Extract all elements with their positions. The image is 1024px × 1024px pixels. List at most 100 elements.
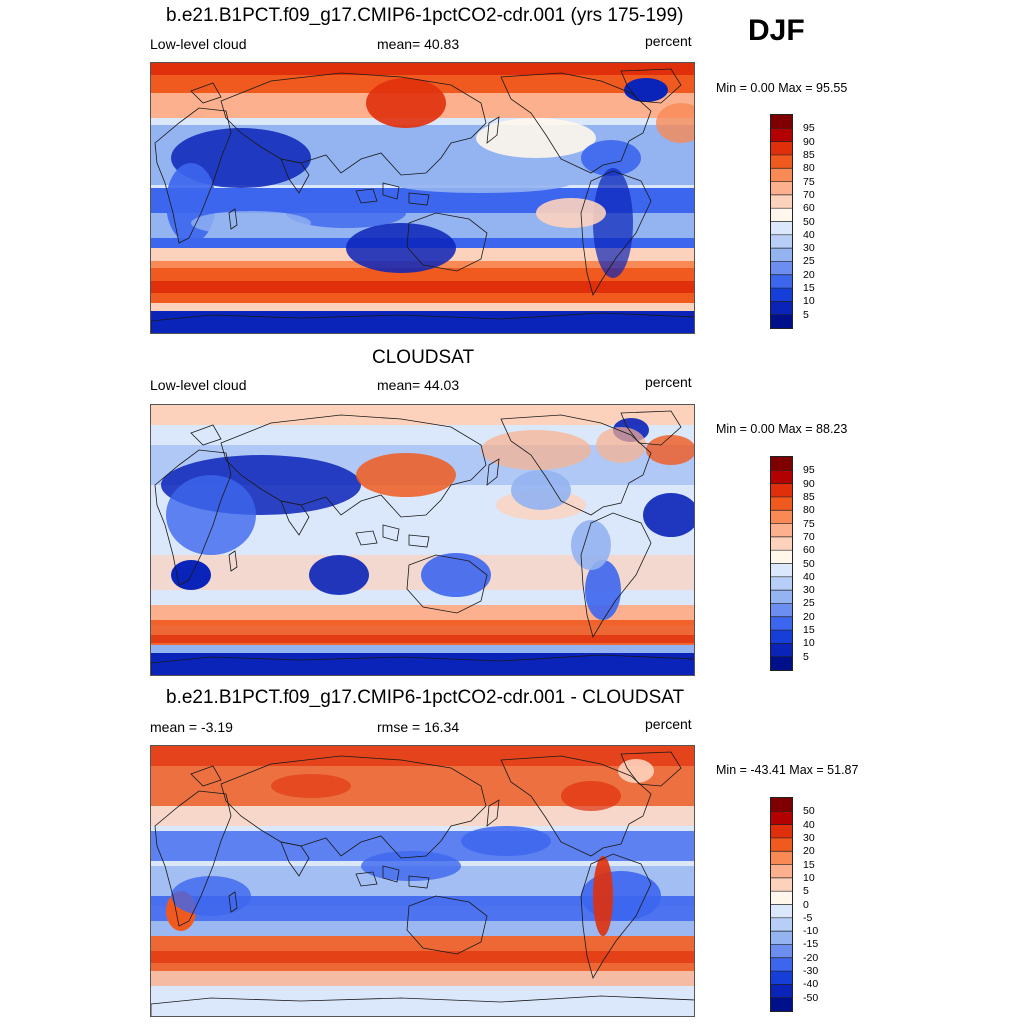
colorbar-tick-label: 85 — [803, 490, 815, 503]
colorbar-tick-label: 50 — [803, 557, 815, 570]
colorbar-tick-label: 75 — [803, 517, 815, 530]
colorbar-tick-label: 25 — [803, 255, 815, 268]
colorbar-tick-label: 5 — [803, 308, 809, 321]
colorbar-tick-label: 20 — [803, 845, 815, 858]
colorbar-swatch — [771, 221, 792, 236]
colorbar-swatch — [771, 550, 792, 565]
colorbar-swatch — [771, 984, 792, 999]
panel1-minmax: Min = 0.00 Max = 95.55 — [716, 81, 848, 95]
panel1-variable-label: Low-level cloud — [150, 36, 247, 52]
colorbar-tick-label: 60 — [803, 202, 815, 215]
colorbar-swatch — [771, 301, 792, 316]
colorbar-swatch — [771, 643, 792, 658]
colorbar-tick-label: 20 — [803, 268, 815, 281]
panel1-units-label: percent — [645, 33, 692, 49]
colorbar-swatch — [771, 971, 792, 985]
colorbar-swatch — [771, 877, 792, 892]
colorbar-swatch — [771, 523, 792, 538]
panel3-map — [150, 745, 695, 1017]
colorbar-tick-label: 10 — [803, 871, 815, 884]
colorbar-tick-label: 20 — [803, 610, 815, 623]
colorbar-tick-label: -30 — [803, 965, 819, 978]
panel3-units-label: percent — [645, 716, 692, 732]
colorbar-tick-label: 10 — [803, 295, 815, 308]
colorbar-swatch — [771, 904, 792, 919]
colorbar-swatch — [771, 811, 792, 826]
panel1-map — [150, 62, 695, 334]
panel2-map — [150, 404, 695, 676]
colorbar-swatch — [771, 248, 792, 263]
colorbar-tick-label: 60 — [803, 544, 815, 557]
colorbar-swatch — [771, 208, 792, 223]
panel3-colorbar — [770, 797, 793, 1012]
colorbar-tick-label: 50 — [803, 215, 815, 228]
colorbar-tick-label: 30 — [803, 831, 815, 844]
colorbar-tick-label: 5 — [803, 885, 809, 898]
colorbar-tick-label: 95 — [803, 464, 815, 477]
colorbar-tick-label: 95 — [803, 122, 815, 135]
panel2-title: CLOUDSAT — [372, 347, 475, 368]
panel1-mean-label: mean= 40.83 — [377, 36, 460, 52]
colorbar-swatch — [771, 510, 792, 525]
colorbar-tick-label: 0 — [803, 898, 809, 911]
colorbar-tick-label: 15 — [803, 282, 815, 295]
colorbar-tick-label: 40 — [803, 818, 815, 831]
colorbar-tick-label: -10 — [803, 925, 819, 938]
colorbar-swatch — [771, 837, 792, 852]
colorbar-swatch — [771, 261, 792, 276]
colorbar-tick-label: 75 — [803, 175, 815, 188]
colorbar-swatch — [771, 603, 792, 618]
colorbar-swatch — [771, 576, 792, 591]
colorbar-tick-label: 70 — [803, 530, 815, 543]
colorbar-swatch — [771, 944, 792, 959]
panel2-colorbar — [770, 456, 793, 671]
panel2-units-label: percent — [645, 374, 692, 390]
colorbar-swatch — [771, 274, 792, 289]
season-label: DJF — [748, 14, 805, 47]
colorbar-swatch — [771, 457, 792, 471]
colorbar-swatch — [771, 891, 792, 906]
colorbar-tick-label: 90 — [803, 477, 815, 490]
colorbar-tick-label: 70 — [803, 188, 815, 201]
colorbar-swatch — [771, 563, 792, 578]
colorbar-tick-label: 15 — [803, 624, 815, 637]
colorbar-swatch — [771, 536, 792, 551]
colorbar-tick-label: 40 — [803, 228, 815, 241]
colorbar-swatch — [771, 496, 792, 511]
colorbar-tick-label: 30 — [803, 242, 815, 255]
panel1-title: b.e21.B1PCT.f09_g17.CMIP6-1pctCO2-cdr.00… — [166, 5, 684, 26]
panel2-variable-label: Low-level cloud — [150, 377, 247, 393]
colorbar-swatch — [771, 141, 792, 156]
colorbar-swatch — [771, 181, 792, 196]
colorbar-swatch — [771, 630, 792, 644]
panel1-colorbar — [770, 114, 793, 329]
colorbar-tick-label: 10 — [803, 637, 815, 650]
colorbar-tick-label: 80 — [803, 162, 815, 175]
colorbar-tick-label: 85 — [803, 148, 815, 161]
colorbar-swatch — [771, 168, 792, 183]
colorbar-swatch — [771, 616, 792, 631]
colorbar-swatch — [771, 851, 792, 866]
colorbar-swatch — [771, 314, 792, 328]
colorbar-tick-label: 30 — [803, 584, 815, 597]
colorbar-swatch — [771, 957, 792, 972]
colorbar-swatch — [771, 128, 792, 143]
colorbar-tick-label: -50 — [803, 991, 819, 1004]
colorbar-swatch — [771, 917, 792, 932]
colorbar-tick-label: -40 — [803, 978, 819, 991]
colorbar-tick-label: -20 — [803, 951, 819, 964]
panel2-minmax: Min = 0.00 Max = 88.23 — [716, 422, 848, 436]
colorbar-tick-label: 5 — [803, 650, 809, 663]
colorbar-swatch — [771, 798, 792, 812]
colorbar-swatch — [771, 483, 792, 498]
colorbar-tick-label: 90 — [803, 135, 815, 148]
panel3-mean-label: mean = -3.19 — [150, 719, 233, 735]
colorbar-tick-label: 80 — [803, 504, 815, 517]
colorbar-swatch — [771, 656, 792, 670]
colorbar-swatch — [771, 470, 792, 485]
panel3-minmax: Min = -43.41 Max = 51.87 — [716, 763, 859, 777]
panel2-mean-label: mean= 44.03 — [377, 377, 460, 393]
colorbar-swatch — [771, 997, 792, 1011]
colorbar-swatch — [771, 194, 792, 209]
colorbar-tick-label: 15 — [803, 858, 815, 871]
